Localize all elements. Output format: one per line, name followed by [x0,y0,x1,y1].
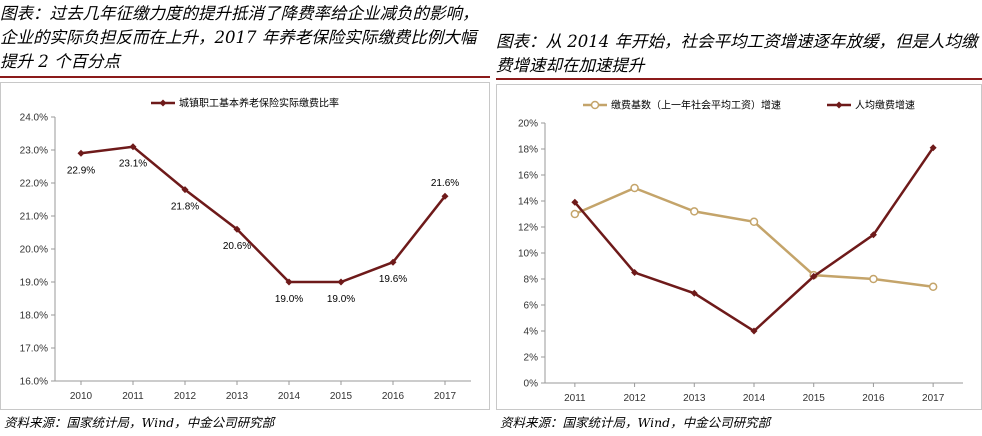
data-point-per-capita-payment [929,144,937,152]
data-point [129,143,137,151]
data-label: 20.6% [223,241,251,252]
x-tick-label: 2013 [683,393,706,404]
left-line-chart: 16.0% 17.0% 18.0% 19.0% 20.0% 21.0% 22.0% 23.0%… [20,97,471,402]
x-tick-label: 2017 [922,393,945,404]
x-tick-label: 2012 [623,393,646,404]
right-heading-rule [496,78,982,80]
data-label: 23.1% [119,159,147,170]
right-chart-heading: 图表：从 2014 年开始，社会平均工资增速逐年放缓，但是人均缴费增速却在加速提… [496,32,978,75]
data-label: 19.0% [327,294,355,305]
y-tick-label: 8% [524,275,539,286]
data-point-per-capita-payment [750,327,758,335]
right-chart-panel: 图表：从 2014 年开始，社会平均工资增速逐年放缓，但是人均缴费增速却在加速提… [496,0,982,436]
y-tick-label: 17.0% [20,344,48,355]
y-tick-label: 4% [524,327,539,338]
y-tick-label: 18% [518,145,538,156]
y-tick-label: 18.0% [20,311,48,322]
legend-swatch-marker-wage-base [590,100,600,110]
x-tick-label: 2015 [803,393,826,404]
y-tick-label: 20% [518,119,538,130]
left-chart-frame: 16.0% 17.0% 18.0% 19.0% 20.0% 21.0% 22.0% 23.0%… [0,82,490,410]
data-point [233,225,241,233]
left-chart-panel: 图表：过去几年征缴力度的提升抵消了降费率给企业减负的影响，企业的实际负担反而在上… [0,0,490,436]
data-point-wage-base [630,183,639,193]
data-label: 21.6% [431,178,459,189]
data-label: 19.6% [379,274,407,285]
y-tick-label: 14% [518,197,538,208]
data-label: 21.8% [171,202,199,213]
data-point-per-capita-payment [571,198,579,206]
legend-label-wage-base: 缴费基数（上一年社会平均工资）增速 [611,99,781,112]
x-tick-label: 2012 [174,391,197,402]
data-point-per-capita-payment [690,289,698,297]
data-label: 19.0% [275,294,303,305]
y-tick-label: 10% [518,249,538,260]
data-point-wage-base [749,217,759,227]
x-tick-label: 2017 [434,391,457,402]
x-tick-label: 2011 [564,393,586,404]
data-point-wage-base [869,274,878,284]
y-tick-label: 23.0% [20,146,48,157]
right-source-note: 资料来源：国家统计局，Wind，中金公司研究部 [500,415,771,430]
legend-swatch-marker-per-capita [835,101,843,109]
series-line-per-capita-payment-growth [573,146,935,333]
data-point-wage-base [690,207,699,216]
y-tick-label: 24.0% [20,113,48,124]
y-tick-label: 16% [518,171,538,182]
y-tick-label: 0% [524,379,539,390]
data-point-per-capita-payment [869,231,877,239]
left-heading-rule [0,76,490,78]
data-point [285,278,293,286]
data-point [77,149,85,157]
y-tick-label: 22.0% [20,179,48,190]
right-chart-frame: 0% 2% 4% 6% 8% 10% 12% 14% 16% 18% 20% 2011 2012 2013… [496,84,982,410]
x-tick-label: 2014 [278,391,301,402]
x-tick-label: 2015 [330,391,353,402]
data-label: 22.9% [67,165,95,176]
x-tick-label: 2016 [862,393,885,404]
y-tick-label: 12% [518,223,538,234]
data-point-wage-base [570,209,580,219]
data-point-per-capita-payment [810,272,818,280]
x-tick-label: 2011 [122,391,144,402]
y-tick-label: 2% [524,353,539,364]
legend-label-per-capita: 人均缴费增速 [855,99,915,112]
y-tick-label: 6% [524,301,539,312]
left-source-note: 资料来源：国家统计局，Wind，中金公司研究部 [4,415,275,430]
data-point-per-capita-payment [631,269,639,276]
data-point [441,192,449,200]
data-point [337,278,345,286]
right-line-chart: 0% 2% 4% 6% 8% 10% 12% 14% 16% 18% 20% 2011 2012 2013… [518,99,963,404]
data-point [389,258,397,266]
left-chart-heading: 图表：过去几年征缴力度的提升抵消了降费率给企业减负的影响，企业的实际负担反而在上… [0,4,479,71]
legend-swatch-marker [159,99,167,107]
y-tick-label: 16.0% [20,377,48,388]
series-line-wage-base-growth [574,186,934,289]
data-point [181,186,189,194]
series-line-payment-ratio [80,145,446,284]
data-point-wage-base [928,282,938,292]
x-tick-label: 2013 [226,391,249,402]
y-tick-label: 19.0% [20,278,48,289]
legend-label: 城镇职工基本养老保险实际缴费比率 [179,97,339,110]
x-tick-label: 2010 [70,391,93,402]
y-tick-label: 21.0% [20,212,48,223]
x-tick-label: 2014 [743,393,766,404]
x-tick-label: 2016 [382,391,405,402]
y-tick-label: 20.0% [20,245,48,256]
